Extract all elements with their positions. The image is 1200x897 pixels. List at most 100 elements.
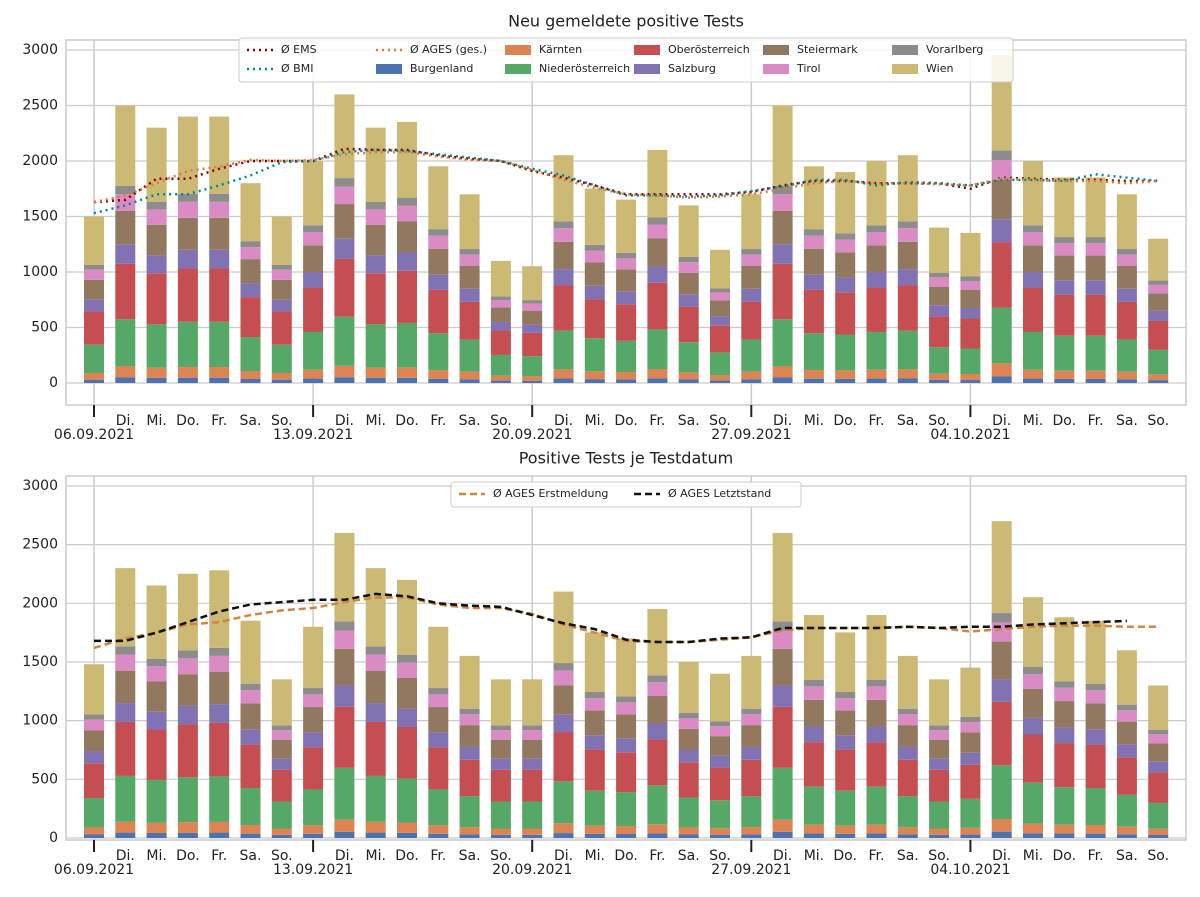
bar-segment bbox=[397, 579, 417, 655]
bar-segment bbox=[271, 299, 292, 312]
bar-segment bbox=[866, 615, 887, 680]
bar-segment bbox=[522, 324, 543, 333]
bar-segment bbox=[647, 723, 668, 740]
bar-segment bbox=[1085, 243, 1106, 256]
bar-segment bbox=[365, 832, 386, 839]
bar-segment bbox=[553, 833, 574, 839]
bar-segment bbox=[428, 370, 449, 379]
x-tick-label: Do. bbox=[176, 413, 200, 429]
bar-segment bbox=[240, 241, 261, 248]
bar-segment bbox=[1116, 194, 1137, 250]
bar-segment bbox=[365, 721, 386, 776]
x-tick-label: Fr. bbox=[869, 848, 885, 864]
bar-segment bbox=[803, 742, 824, 787]
x-tick-label: So. bbox=[271, 413, 293, 429]
bar-segment bbox=[271, 730, 292, 740]
bar-segment bbox=[897, 269, 918, 286]
bar-segment bbox=[1023, 667, 1043, 675]
bar-segment bbox=[710, 375, 730, 381]
x-tick-label: 06.09.2021 bbox=[54, 427, 134, 443]
bar-segment bbox=[584, 262, 605, 286]
bar-segment bbox=[929, 769, 950, 802]
bar-segment bbox=[177, 674, 198, 706]
bar-segment bbox=[84, 730, 104, 752]
legend-handle bbox=[505, 45, 531, 55]
bar-segment bbox=[1116, 254, 1137, 267]
bar-segment bbox=[772, 831, 793, 839]
bar-segment bbox=[522, 758, 543, 770]
bar-segment bbox=[490, 679, 511, 726]
bar-segment bbox=[991, 179, 1012, 220]
x-tick-label: So. bbox=[1147, 848, 1169, 864]
bar-segment bbox=[271, 828, 292, 835]
bar-segment bbox=[1116, 710, 1137, 722]
bar-segment bbox=[897, 708, 918, 715]
bar-segment bbox=[397, 832, 417, 839]
bar-segment bbox=[1148, 834, 1169, 839]
bar-segment bbox=[584, 698, 605, 711]
bar-segment bbox=[835, 233, 856, 240]
bar-segment bbox=[334, 365, 355, 378]
bar-segment bbox=[584, 825, 605, 834]
x-tick-label: Mi. bbox=[1023, 413, 1043, 429]
bar-segment bbox=[710, 828, 730, 835]
bar-segment bbox=[678, 827, 699, 835]
y-tick-label: 1000 bbox=[22, 264, 58, 280]
bar-segment bbox=[177, 268, 198, 322]
bar-segment bbox=[647, 824, 668, 834]
bar-segment bbox=[803, 229, 824, 236]
bar-segment bbox=[428, 789, 449, 826]
bar-segment bbox=[772, 532, 793, 622]
bar-segment bbox=[240, 247, 261, 260]
bar-segment bbox=[584, 285, 605, 300]
bar-segment bbox=[271, 279, 292, 300]
bar-segment bbox=[741, 249, 762, 255]
x-tick-label: Di. bbox=[335, 848, 354, 864]
bar-segment bbox=[209, 193, 230, 202]
bar-segment bbox=[929, 272, 950, 278]
bar-segment bbox=[897, 746, 918, 760]
bar-segment bbox=[459, 339, 480, 372]
bar-segment bbox=[365, 670, 386, 704]
bar-segment bbox=[678, 762, 699, 798]
chart-title: Positive Tests je Testdatum bbox=[519, 449, 734, 468]
bar-segment bbox=[1148, 772, 1169, 803]
bar-segment bbox=[772, 767, 793, 820]
bar-segment bbox=[1116, 249, 1137, 255]
legend-label: Vorarlberg bbox=[926, 43, 983, 56]
bar-segment bbox=[1023, 369, 1043, 379]
bar-segment bbox=[1085, 335, 1106, 371]
legend-label: Wien bbox=[926, 62, 953, 75]
bar-segment bbox=[490, 299, 511, 308]
bar-segment bbox=[84, 311, 104, 345]
bar-segment bbox=[960, 276, 981, 282]
bar-segment bbox=[334, 238, 355, 259]
bar-segment bbox=[459, 266, 480, 289]
bar-segment bbox=[240, 703, 261, 730]
bar-segment bbox=[177, 116, 198, 194]
bar-segment bbox=[1054, 687, 1075, 702]
bar-segment bbox=[678, 718, 699, 729]
bar-segment bbox=[866, 833, 887, 839]
bar-segment bbox=[616, 792, 637, 827]
bar-segment bbox=[271, 344, 292, 374]
bar-segment bbox=[459, 301, 480, 340]
bar-segment bbox=[84, 827, 104, 835]
bar-segment bbox=[1116, 744, 1137, 758]
bar-segment bbox=[710, 288, 730, 293]
bar-segment bbox=[584, 790, 605, 826]
bar-segment bbox=[365, 568, 386, 647]
bar-segment bbox=[897, 378, 918, 384]
bar-segment bbox=[772, 706, 793, 768]
bar-segment bbox=[741, 834, 762, 839]
x-tick-label: Fr. bbox=[430, 413, 446, 429]
bar-segment bbox=[146, 367, 167, 378]
bar-segment bbox=[459, 371, 480, 380]
bar-segment bbox=[991, 376, 1012, 384]
bar-segment bbox=[365, 224, 386, 256]
bar-segment bbox=[209, 367, 230, 378]
bar-segment bbox=[866, 742, 887, 787]
bar-segment bbox=[1116, 757, 1137, 795]
bar-segment bbox=[741, 371, 762, 380]
legend-handle bbox=[892, 64, 918, 74]
